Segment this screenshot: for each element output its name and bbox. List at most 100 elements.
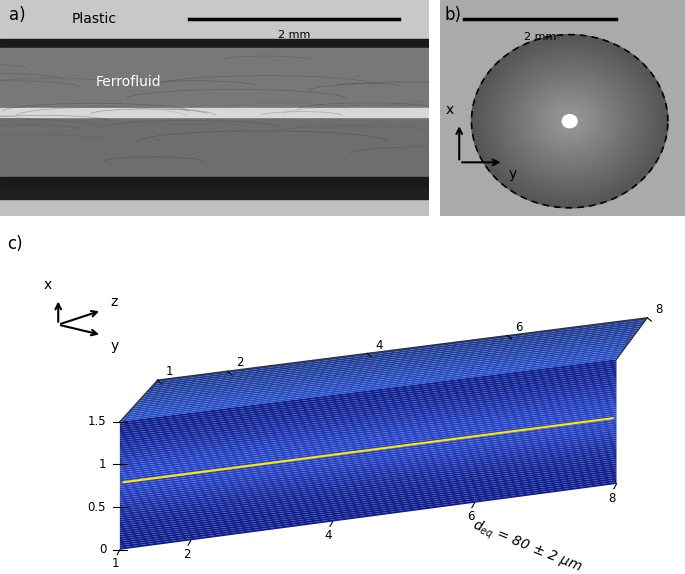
Polygon shape: [120, 447, 616, 514]
Circle shape: [553, 107, 586, 135]
Polygon shape: [120, 457, 616, 524]
Polygon shape: [120, 374, 616, 439]
Polygon shape: [120, 440, 616, 507]
Circle shape: [543, 98, 596, 144]
Circle shape: [511, 69, 629, 173]
Polygon shape: [147, 328, 640, 393]
Text: 2: 2: [236, 356, 243, 370]
Polygon shape: [135, 340, 630, 405]
Text: 6: 6: [466, 510, 474, 523]
Circle shape: [521, 78, 619, 165]
Polygon shape: [145, 330, 638, 394]
Text: x: x: [43, 278, 51, 292]
Polygon shape: [127, 349, 624, 413]
Polygon shape: [120, 428, 616, 494]
Polygon shape: [120, 413, 616, 479]
Bar: [0, 188, 429, 199]
Polygon shape: [120, 453, 616, 520]
Polygon shape: [120, 386, 616, 452]
Text: 6: 6: [516, 321, 523, 334]
Polygon shape: [120, 370, 616, 435]
Circle shape: [478, 40, 661, 202]
Circle shape: [471, 34, 668, 208]
Polygon shape: [120, 409, 616, 475]
Polygon shape: [120, 363, 616, 428]
Polygon shape: [120, 416, 616, 482]
Polygon shape: [120, 430, 616, 497]
Circle shape: [488, 49, 651, 193]
Text: z: z: [110, 294, 118, 309]
Polygon shape: [120, 382, 616, 447]
Polygon shape: [120, 470, 616, 537]
Polygon shape: [120, 362, 616, 426]
Text: Ferrofluid: Ferrofluid: [96, 75, 162, 89]
Text: 1: 1: [99, 458, 106, 471]
Polygon shape: [120, 389, 616, 453]
Text: b): b): [445, 6, 462, 25]
Polygon shape: [120, 397, 616, 462]
Circle shape: [514, 72, 625, 170]
Polygon shape: [120, 393, 616, 458]
Polygon shape: [133, 343, 629, 407]
Circle shape: [557, 110, 583, 133]
Circle shape: [524, 81, 615, 162]
Bar: [0, 0, 429, 39]
Polygon shape: [120, 471, 616, 539]
Circle shape: [560, 113, 580, 130]
Polygon shape: [120, 399, 616, 464]
Polygon shape: [138, 336, 634, 401]
Polygon shape: [120, 451, 616, 518]
Polygon shape: [120, 459, 616, 526]
Text: c): c): [7, 235, 23, 253]
Text: 1: 1: [112, 557, 119, 571]
Polygon shape: [120, 463, 616, 530]
Polygon shape: [140, 335, 635, 399]
Polygon shape: [120, 467, 616, 535]
Text: a): a): [9, 6, 25, 25]
Polygon shape: [120, 482, 616, 550]
Polygon shape: [120, 359, 616, 424]
Polygon shape: [120, 403, 616, 468]
Polygon shape: [120, 357, 618, 422]
Polygon shape: [120, 438, 616, 505]
Circle shape: [495, 55, 645, 188]
Circle shape: [563, 115, 576, 127]
Polygon shape: [120, 432, 616, 498]
Polygon shape: [120, 455, 616, 522]
Text: 2 mm: 2 mm: [278, 30, 310, 40]
Circle shape: [475, 37, 664, 205]
Circle shape: [527, 84, 612, 159]
Circle shape: [540, 95, 599, 147]
Polygon shape: [120, 436, 616, 503]
Text: 4: 4: [325, 529, 332, 542]
Text: y: y: [508, 166, 516, 181]
Text: 2: 2: [183, 548, 190, 561]
Bar: [0, 177, 429, 188]
Polygon shape: [120, 380, 616, 445]
Bar: [0, 48, 429, 108]
Text: 4: 4: [375, 339, 383, 352]
Circle shape: [508, 67, 632, 176]
Polygon shape: [142, 332, 636, 397]
Circle shape: [504, 64, 635, 179]
Text: y: y: [110, 339, 119, 352]
Bar: [0, 39, 429, 48]
Text: 0: 0: [99, 543, 106, 556]
Polygon shape: [129, 347, 625, 411]
Polygon shape: [120, 417, 616, 483]
Text: Plastic: Plastic: [72, 13, 117, 26]
Circle shape: [537, 92, 602, 150]
Bar: [0, 199, 429, 216]
Circle shape: [501, 61, 638, 182]
Polygon shape: [120, 420, 616, 486]
Polygon shape: [120, 411, 616, 477]
Polygon shape: [120, 401, 616, 467]
Polygon shape: [150, 324, 643, 389]
Polygon shape: [120, 405, 616, 471]
Polygon shape: [120, 407, 616, 473]
Circle shape: [482, 43, 658, 199]
Polygon shape: [120, 461, 616, 529]
Polygon shape: [122, 355, 620, 420]
Circle shape: [517, 75, 622, 168]
Polygon shape: [120, 474, 616, 541]
